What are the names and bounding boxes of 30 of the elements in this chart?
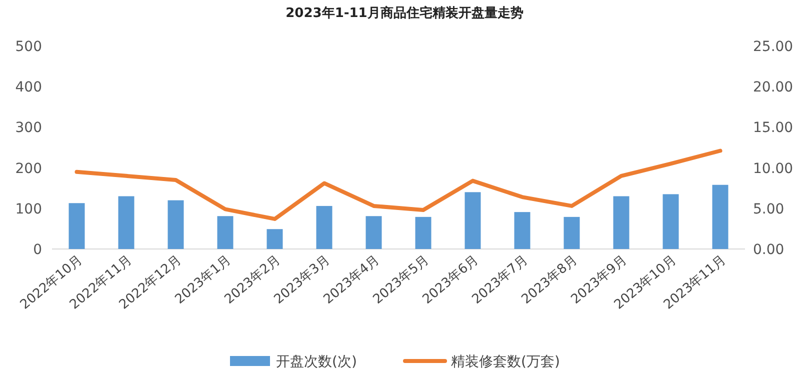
y2-tick-label: 5.00 <box>753 201 784 218</box>
y-tick-label: 300 <box>15 120 42 136</box>
legend-label: 开盘次数(次) <box>276 354 357 370</box>
y-tick-label: 400 <box>15 80 42 96</box>
bar <box>366 216 382 249</box>
line-series <box>74 148 722 221</box>
legend-label: 精装修套数(万套) <box>451 354 560 370</box>
y2-tick-label: 20.00 <box>753 80 794 96</box>
bar <box>415 216 432 249</box>
bar <box>514 212 530 249</box>
y2-tick-label: 15.00 <box>753 120 794 136</box>
bar <box>316 206 332 249</box>
bar <box>217 216 234 249</box>
y2-tick-label: 25.00 <box>753 39 794 55</box>
bar <box>68 203 85 249</box>
y2-tick-label: 10.00 <box>753 160 794 177</box>
bar <box>266 229 283 249</box>
y-tick-label: 200 <box>15 160 42 177</box>
y-tick-label: 100 <box>15 201 42 218</box>
bar <box>464 192 481 249</box>
bar <box>168 200 184 249</box>
y-tick-label: 0 <box>33 242 42 258</box>
bar <box>564 216 580 249</box>
bar <box>662 194 679 249</box>
chart-title: 2023年1-11月商品住宅精装开盘量走势 <box>286 5 524 21</box>
y-tick-label: 500 <box>15 39 42 55</box>
y2-tick-label: 0.00 <box>753 242 784 258</box>
bar <box>118 196 134 249</box>
bar <box>712 184 728 249</box>
bar <box>613 196 630 249</box>
